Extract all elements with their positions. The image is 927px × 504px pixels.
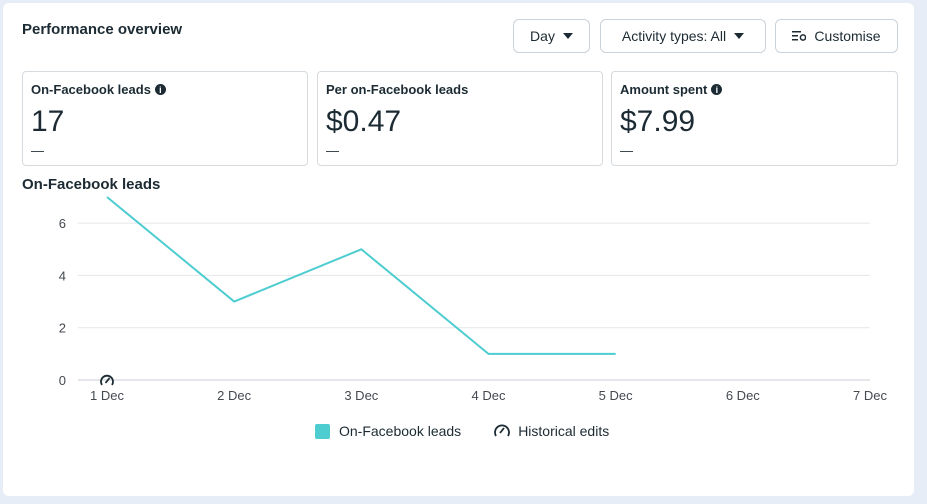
metric-label-row: On-Facebook leads i (31, 82, 166, 97)
info-icon[interactable]: i (154, 84, 166, 95)
caret-down-icon (734, 33, 745, 39)
metric-delta: — (620, 143, 633, 158)
x-tick-label: 7 Dec (853, 388, 887, 403)
customise-icon (792, 31, 807, 41)
x-tick-label: 2 Dec (217, 388, 251, 403)
metric-label: On-Facebook leads (31, 82, 151, 97)
metric-value: $7.99 (620, 105, 696, 138)
y-tick-label: 0 (59, 373, 66, 388)
legend-swatch (315, 423, 330, 439)
x-tick-label: 1 Dec (90, 388, 124, 403)
x-tick-label: 3 Dec (344, 388, 378, 403)
info-icon[interactable]: i (711, 84, 723, 95)
x-tick-label: 6 Dec (726, 388, 760, 403)
metric-delta: — (31, 143, 44, 158)
legend-item-leads[interactable]: On-Facebook leads (315, 423, 461, 439)
day-dropdown-label: Day (530, 28, 555, 44)
legend-item-historical-edits[interactable]: Historical edits (493, 423, 609, 439)
metric-label-row: Per on-Facebook leads (326, 82, 468, 97)
metric-card-leads[interactable]: On-Facebook leads i 17 — (22, 71, 308, 166)
metric-value: 17 (31, 105, 65, 138)
day-dropdown[interactable]: Day (513, 19, 590, 53)
x-tick-label: 4 Dec (472, 388, 506, 403)
page-title: Performance overview (22, 21, 183, 38)
customise-label: Customise (814, 28, 881, 44)
line-chart: 0 2 4 6 1 Dec 2 Dec 3 Dec 4 Dec 5 Dec 6 Dec 7 Dec (59, 196, 887, 403)
metric-card-cost-per-lead[interactable]: Per on-Facebook leads $0.47 — (317, 71, 603, 166)
metric-label: Amount spent (620, 82, 708, 97)
legend-label-historical-edits: Historical edits (518, 423, 610, 439)
metric-label: Per on-Facebook leads (326, 82, 469, 97)
series-line (106, 196, 616, 355)
chart-legend: On-Facebook leads Historical edits (315, 423, 609, 439)
metric-card-amount-spent[interactable]: Amount spent i $7.99 — (611, 71, 898, 166)
y-tick-label: 4 (59, 268, 66, 283)
y-tick-label: 6 (59, 216, 66, 231)
caret-down-icon (562, 33, 573, 39)
customise-button[interactable]: Customise (775, 19, 898, 53)
legend-label-leads: On-Facebook leads (339, 423, 462, 439)
metric-delta: — (326, 143, 339, 158)
activity-types-dropdown[interactable]: Activity types: All (600, 19, 766, 53)
x-tick-label: 5 Dec (599, 388, 633, 403)
activity-types-label: Activity types: All (621, 28, 727, 44)
y-tick-label: 2 (59, 321, 66, 336)
metric-label-row: Amount spent i (620, 82, 723, 97)
metric-value: $0.47 (326, 105, 402, 138)
chart-title: On-Facebook leads (22, 176, 161, 193)
historical-edit-marker[interactable] (100, 374, 114, 386)
historical-edits-icon (494, 424, 511, 437)
